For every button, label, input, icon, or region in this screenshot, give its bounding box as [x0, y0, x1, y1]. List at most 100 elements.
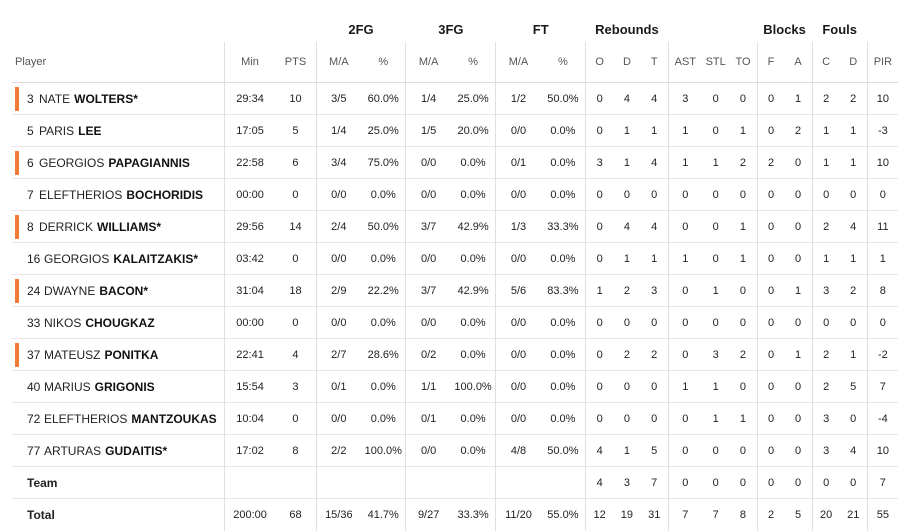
group-ft: FT — [532, 21, 549, 37]
col-blk-f[interactable]: F — [756, 42, 785, 83]
player-cell[interactable]: 5 PARIS LEE — [12, 114, 225, 147]
stat-pts: 0 — [275, 178, 317, 211]
col-fouls-d[interactable]: D — [849, 56, 858, 68]
player-row[interactable]: 33 NIKOS CHOUGKAZ 00:00 0 0/0 0.0% 0/0 0.0% 0/0 0.… — [12, 306, 898, 339]
stat-stl: 0 — [701, 466, 730, 499]
stat-t: 0 — [640, 402, 669, 435]
stat-fg2-ma: 1/4 — [315, 114, 362, 147]
stat-fg2-pct: 0.0% — [361, 370, 406, 403]
col-fouls-c[interactable]: C — [811, 42, 840, 83]
player-row[interactable]: 37 MATEUSZ PONITKA 22:41 4 2/7 28.6% 0/2 0.0% 0/0… — [12, 338, 898, 371]
player-last-name[interactable]: GUDAITIS* — [105, 443, 168, 458]
col-reb-t[interactable]: T — [650, 56, 658, 68]
player-last-name[interactable]: WILLIAMS* — [97, 219, 162, 234]
player-last-name[interactable]: PONITKA — [104, 347, 159, 362]
col-reb-o[interactable]: O — [585, 42, 614, 83]
stat-d: 19 — [613, 498, 641, 531]
stat-stl: 0 — [701, 434, 730, 467]
player-cell[interactable]: 72 ELEFTHERIOS MANTZOUKAS — [12, 402, 225, 435]
col-3fg-ma[interactable]: M/A — [405, 42, 451, 83]
player-last-name[interactable]: BOCHORIDIS — [126, 187, 204, 202]
stat-a: 0 — [784, 434, 813, 467]
stat-to: 0 — [729, 370, 758, 403]
player-cell[interactable]: 24 DWAYNE BACON* — [12, 274, 225, 307]
player-row[interactable]: 5 PARIS LEE 17:05 5 1/4 25.0% 1/5 20.0% 0/0 0.0% 0 1… — [12, 114, 898, 147]
stat-to: 1 — [729, 402, 758, 435]
stat-ft-pct: 0.0% — [540, 370, 586, 403]
stat-ft-ma: 1/2 — [495, 82, 541, 115]
stat-min: 29:56 — [223, 210, 276, 243]
stat-pts: 4 — [275, 338, 317, 371]
player-cell[interactable]: 33 NIKOS CHOUGKAZ — [12, 306, 225, 339]
player-last-name[interactable]: GRIGONIS — [94, 379, 155, 394]
col-reb-d[interactable]: D — [622, 56, 631, 68]
col-2fg-ma[interactable]: M/A — [315, 42, 362, 83]
stat-ast: 0 — [667, 338, 702, 371]
col-ft-pct[interactable]: % — [558, 56, 568, 68]
player-cell[interactable]: 3 NATE WOLTERS* — [12, 82, 225, 115]
player-row[interactable]: 24 DWAYNE BACON* 31:04 18 2/9 22.2% 3/7 42.9% 5/6… — [12, 274, 898, 307]
player-cell[interactable]: 37 MATEUSZ PONITKA — [12, 338, 225, 371]
col-3fg-pct[interactable]: % — [468, 56, 478, 68]
player-row[interactable]: 72 ELEFTHERIOS MANTZOUKAS 10:04 0 0/0 0.0% 0/1 0… — [12, 402, 898, 435]
stat-ft-ma — [495, 466, 541, 499]
stat-fd: 2 — [839, 82, 868, 115]
player-number: 33 — [27, 315, 41, 330]
col-player[interactable]: Player — [15, 56, 47, 68]
stat-min: 17:02 — [223, 434, 276, 467]
col-pts[interactable]: PTS — [284, 56, 307, 68]
stat-to: 1 — [729, 210, 758, 243]
stat-c: 2 — [811, 210, 840, 243]
player-cell[interactable]: 40 MARIUS GRIGONIS — [12, 370, 225, 403]
stat-o: 0 — [585, 210, 614, 243]
player-cell[interactable]: 16 GEORGIOS KALAITZAKIS* — [12, 242, 225, 275]
player-row[interactable]: 3 NATE WOLTERS* 29:34 10 3/5 60.0% 1/4 25.0% 1/2 5… — [12, 82, 898, 115]
col-pir[interactable]: PIR — [866, 42, 898, 83]
stat-a: 1 — [784, 274, 813, 307]
player-last-name[interactable]: MANTZOUKAS — [131, 411, 217, 426]
stat-fg3-ma: 3/7 — [405, 274, 451, 307]
stat-stl: 7 — [701, 498, 730, 531]
player-number: 5 — [27, 123, 34, 138]
stat-pts: 18 — [275, 274, 317, 307]
stat-fg3-ma: 1/1 — [405, 370, 451, 403]
player-last-name[interactable]: PAPAGIANNIS — [108, 155, 190, 170]
col-blk-a[interactable]: A — [794, 56, 802, 68]
player-row[interactable]: 40 MARIUS GRIGONIS 15:54 3 0/1 0.0% 1/1 100.0% 0/… — [12, 370, 898, 403]
player-row[interactable]: 8 DERRICK WILLIAMS* 29:56 14 2/4 50.0% 3/7 42.9%… — [12, 210, 898, 243]
player-cell[interactable]: 8 DERRICK WILLIAMS* — [12, 210, 225, 243]
stat-a: 0 — [784, 146, 813, 179]
col-2fg-pct[interactable]: % — [378, 56, 389, 68]
player-cell[interactable]: 6 GEORGIOS PAPAGIANNIS — [12, 146, 225, 179]
player-last-name[interactable]: KALAITZAKIS* — [113, 251, 199, 266]
player-last-name[interactable]: LEE — [78, 123, 102, 138]
stat-pir: 10 — [866, 82, 898, 115]
col-min[interactable]: Min — [223, 42, 276, 83]
stat-c: 0 — [811, 178, 840, 211]
stat-o: 0 — [585, 370, 614, 403]
col-to[interactable]: TO — [735, 56, 751, 68]
stat-f: 0 — [756, 370, 785, 403]
stat-fg2-ma: 0/0 — [315, 178, 362, 211]
stat-c: 0 — [811, 306, 840, 339]
col-ast[interactable]: AST — [667, 42, 702, 83]
stat-fg3-ma: 0/1 — [405, 402, 451, 435]
player-last-name[interactable]: WOLTERS* — [74, 91, 138, 106]
stat-t: 0 — [640, 370, 669, 403]
team-row: Team 4 3 7 0 0 0 0 0 0 0 7 — [12, 466, 898, 499]
stat-ft-pct: 0.0% — [540, 178, 586, 211]
player-cell[interactable]: 77 ARTURAS GUDAITIS* — [12, 434, 225, 467]
stat-d: 2 — [613, 338, 641, 371]
player-row[interactable]: 7 ELEFTHERIOS BOCHORIDIS 00:00 0 0/0 0.0% 0/0 0.… — [12, 178, 898, 211]
player-cell[interactable]: 7 ELEFTHERIOS BOCHORIDIS — [12, 178, 225, 211]
player-last-name[interactable]: CHOUGKAZ — [85, 315, 155, 330]
col-stl[interactable]: STL — [705, 56, 726, 68]
player-row[interactable]: 77 ARTURAS GUDAITIS* 17:02 8 2/2 100.0% 0/0 0.0%… — [12, 434, 898, 467]
stat-fd: 1 — [839, 338, 868, 371]
player-last-name[interactable]: BACON* — [99, 283, 149, 298]
col-ft-ma[interactable]: M/A — [495, 42, 541, 83]
player-row[interactable]: 16 GEORGIOS KALAITZAKIS* 03:42 0 0/0 0.0% 0/0 0.… — [12, 242, 898, 275]
player-row[interactable]: 6 GEORGIOS PAPAGIANNIS 22:58 6 3/4 75.0% 0/0 0.0… — [12, 146, 898, 179]
stat-ft-pct: 0.0% — [540, 114, 586, 147]
stat-stl: 0 — [701, 114, 730, 147]
